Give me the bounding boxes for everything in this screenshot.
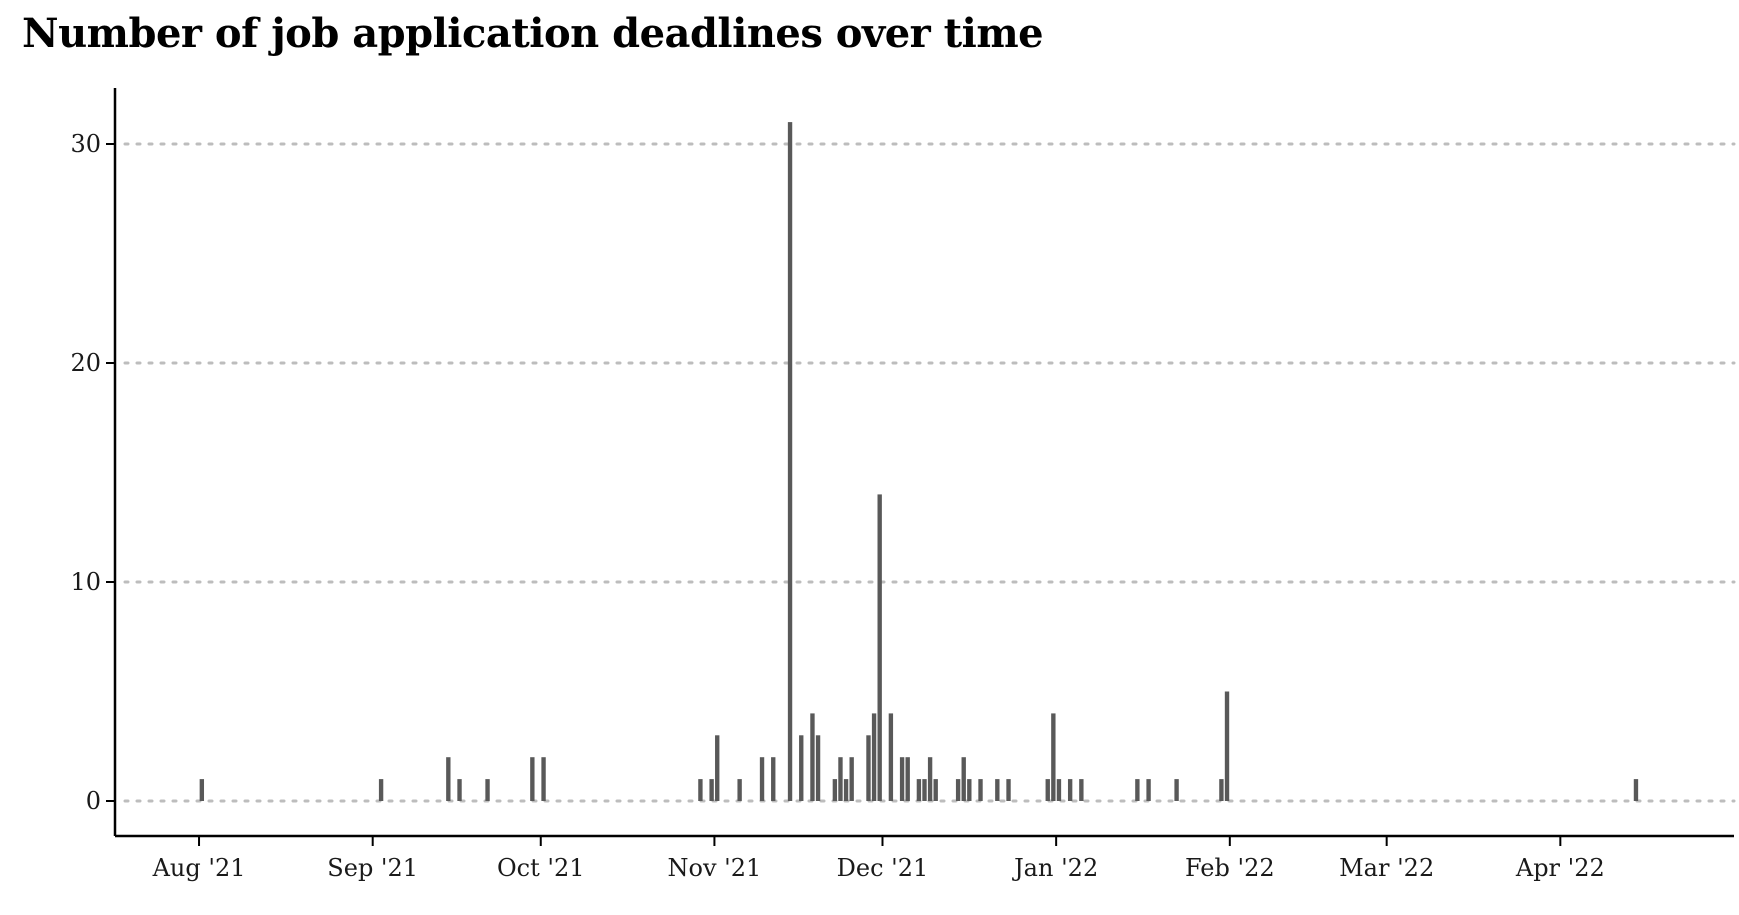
bar-2021-11-19 bbox=[815, 735, 821, 801]
bar-2021-09-21 bbox=[485, 779, 490, 801]
chart-title: Number of job application deadlines over… bbox=[22, 10, 1044, 57]
x-tick-label-8: Apr '22 bbox=[1515, 854, 1605, 882]
bar-2021-10-31 bbox=[709, 779, 714, 801]
x-tick-label-6: Feb '22 bbox=[1185, 854, 1275, 882]
y-tick-label-0: 0 bbox=[86, 787, 101, 815]
y-tick-label-2: 20 bbox=[70, 349, 101, 377]
bar-2021-11-30 bbox=[877, 494, 882, 801]
bar-2022-01-22 bbox=[1174, 779, 1179, 801]
bar-2021-11-24 bbox=[843, 779, 849, 801]
bar-2021-09-14 bbox=[446, 757, 451, 801]
y-tick-label-3: 30 bbox=[70, 130, 101, 158]
bar-2022-04-14 bbox=[1633, 779, 1639, 801]
bar-2021-12-16 bbox=[967, 779, 972, 801]
bar-2022-01-05 bbox=[1079, 779, 1084, 801]
bar-2021-12-08 bbox=[922, 779, 927, 801]
bar-2021-11-05 bbox=[737, 779, 742, 801]
bar-2021-11-09 bbox=[759, 757, 765, 801]
bar-2021-12-14 bbox=[955, 779, 961, 801]
bar-2021-12-15 bbox=[961, 757, 966, 801]
bar-2021-12-02 bbox=[888, 713, 894, 801]
x-tick-label-1: Sep '21 bbox=[327, 854, 418, 882]
bar-2022-01-01 bbox=[1056, 779, 1062, 801]
x-tick-label-0: Aug '21 bbox=[152, 854, 246, 882]
bar-2021-11-22 bbox=[832, 779, 838, 801]
bar-2022-01-30 bbox=[1219, 779, 1224, 801]
x-tick-label-2: Oct '21 bbox=[497, 854, 585, 882]
ticks: 0 10 20 30 Aug '21 Sep '21 Oct '21 Nov '21 Dec '… bbox=[70, 130, 1604, 882]
bar-2021-09-16 bbox=[457, 779, 462, 801]
x-tick-label-4: Dec '21 bbox=[837, 854, 929, 882]
gridlines bbox=[123, 142, 1736, 803]
bar-2021-11-01 bbox=[715, 735, 720, 801]
bar-2021-10-01 bbox=[541, 757, 546, 801]
bar-2021-10-29 bbox=[698, 779, 703, 801]
bar-2021-08-01 bbox=[199, 779, 205, 801]
bars bbox=[199, 122, 1639, 802]
y-tick-label-1: 10 bbox=[70, 568, 101, 596]
bar-2022-01-15 bbox=[1135, 779, 1140, 801]
x-tick-label-7: Mar '22 bbox=[1339, 854, 1434, 882]
x-tick-label-3: Nov '21 bbox=[668, 854, 762, 882]
bar-2021-11-16 bbox=[799, 735, 804, 801]
bar-2021-11-29 bbox=[871, 713, 877, 801]
bar-2021-09-29 bbox=[530, 757, 535, 801]
bar-2021-11-23 bbox=[838, 757, 843, 801]
bar-2021-12-23 bbox=[1006, 779, 1011, 801]
bar-2022-01-31 bbox=[1224, 691, 1230, 801]
bar-2021-12-05 bbox=[905, 757, 910, 801]
bar-2021-11-14 bbox=[787, 122, 793, 802]
bar-2021-12-30 bbox=[1045, 779, 1050, 801]
bar-2021-12-31 bbox=[1051, 713, 1056, 801]
bar-2021-11-18 bbox=[810, 713, 815, 801]
bar-2021-11-28 bbox=[866, 735, 871, 801]
x-tick-label-5: Jan '22 bbox=[1011, 854, 1098, 882]
bar-2021-11-25 bbox=[849, 757, 854, 801]
bar-2022-01-03 bbox=[1067, 779, 1073, 801]
bar-2021-12-09 bbox=[927, 757, 933, 801]
bar-2022-01-17 bbox=[1146, 779, 1151, 801]
axes bbox=[113, 88, 1734, 838]
bar-2021-12-04 bbox=[899, 757, 905, 801]
bar-2021-12-10 bbox=[933, 779, 938, 801]
bar-2021-12-21 bbox=[995, 779, 1000, 801]
bar-2021-09-02 bbox=[378, 779, 384, 801]
bar-2021-11-11 bbox=[771, 757, 776, 801]
bar-2021-12-18 bbox=[978, 779, 983, 801]
bar-2021-12-07 bbox=[916, 779, 922, 801]
